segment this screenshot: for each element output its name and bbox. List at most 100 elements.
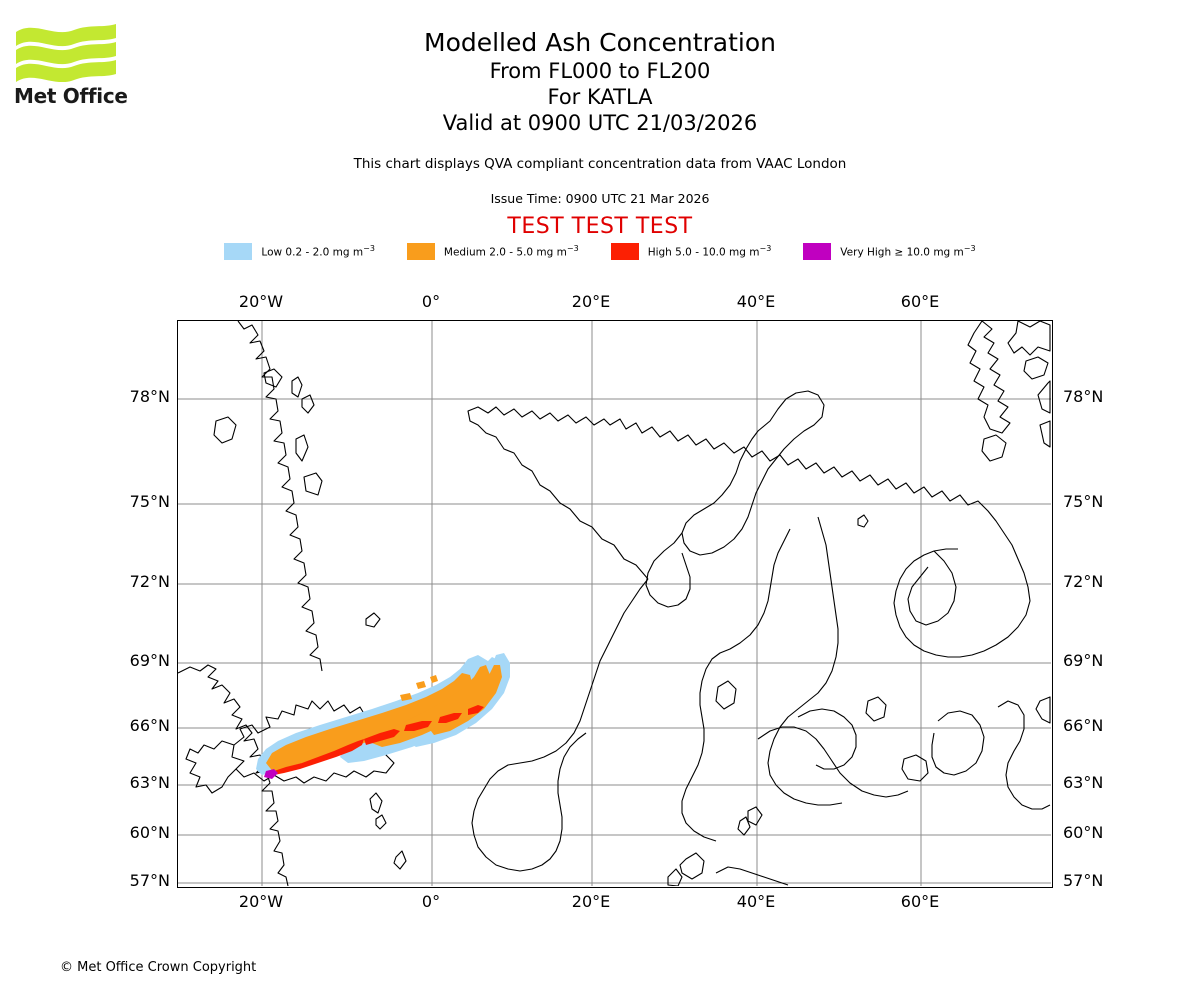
coastline-gyda (1035, 696, 1051, 724)
legend-medium-label: Medium 2.0 - 5.0 mg m−3 (443, 244, 579, 259)
coastlines (178, 321, 1051, 886)
lon-tick-20°W: 20°W (238, 292, 284, 311)
lat-tick-left-72°N: 72°N (129, 572, 170, 591)
coastline-greenland-peninsula (213, 416, 237, 444)
plume-layer-medium-north (372, 665, 490, 747)
lon-tick-20°E: 20°E (571, 892, 611, 911)
coastline-jan-mayen (365, 612, 381, 628)
coastline-scandinavia (467, 406, 1031, 658)
coastline-greenland-north (237, 321, 323, 672)
issue-time: Issue Time: 0900 UTC 21 Mar 2026 (490, 191, 710, 206)
legend-high: High 5.0 - 10.0 mg m−3 (610, 243, 772, 260)
coastline-finland-gulf (767, 516, 843, 806)
plume-layer-medium-speck-3 (400, 693, 412, 701)
lon-tick-0°: 0° (421, 292, 441, 311)
plume-layer-high (274, 739, 364, 775)
coastline-greenland-island-2 (301, 394, 315, 414)
lat-tick-left-69°N: 69°N (129, 651, 170, 670)
map-plot-area[interactable] (177, 320, 1053, 888)
title-line-3: For KATLA (547, 85, 653, 109)
met-office-wave-mark (16, 24, 116, 83)
lat-tick-left-60°N: 60°N (129, 823, 170, 842)
lat-tick-left-63°N: 63°N (129, 773, 170, 792)
lat-tick-right-75°N: 75°N (1063, 492, 1104, 511)
test-banner: TEST TEST TEST (507, 214, 693, 239)
lat-tick-right-72°N: 72°N (1063, 572, 1104, 591)
coastline-gotland (737, 816, 751, 836)
lat-tick-left-57°N: 57°N (129, 871, 170, 890)
lat-tick-left-66°N: 66°N (129, 716, 170, 735)
legend-medium: Medium 2.0 - 5.0 mg m−3 (406, 243, 579, 260)
lat-tick-right-57°N: 57°N (1063, 871, 1104, 890)
concentration-legend: Low 0.2 - 2.0 mg m−3 Medium 2.0 - 5.0 mg … (0, 243, 1200, 260)
coastline-bear-island (857, 514, 869, 528)
lat-tick-left-78°N: 78°N (129, 387, 170, 406)
lat-tick-right-69°N: 69°N (1063, 651, 1104, 670)
coastline-denmark-jutland (667, 868, 683, 886)
lon-tick-60°E: 60°E (900, 892, 940, 911)
legend-high-label: High 5.0 - 10.0 mg m−3 (647, 244, 772, 259)
lon-tick-20°E: 20°E (571, 292, 611, 311)
map-gridlines (178, 321, 1051, 886)
lon-tick-40°E: 40°E (736, 892, 776, 911)
coastline-lake-ladoga (901, 754, 929, 782)
coastline-norway-west (471, 578, 649, 872)
lat-tick-right-66°N: 66°N (1063, 716, 1104, 735)
lon-tick-60°E: 60°E (900, 292, 940, 311)
coastline-white-sea (907, 550, 957, 626)
plume-layer-medium-speck-1 (416, 681, 426, 689)
lat-tick-left-75°N: 75°N (129, 492, 170, 511)
coastline-baltic-islands (747, 806, 763, 826)
coastline-sweden-bothnia (681, 528, 791, 842)
coastline-russia-arctic (797, 708, 857, 770)
legend-low: Low 0.2 - 2.0 mg m−3 (224, 243, 375, 260)
title-line-2: From FL000 to FL200 (489, 59, 711, 83)
met-office-logo: Met Office (14, 22, 134, 112)
coastline-greenland-island-4 (303, 472, 323, 496)
page-title: Modelled Ash Concentration From FL000 to… (0, 28, 1200, 136)
coastline-svalbard (967, 321, 1051, 462)
copyright-notice: © Met Office Crown Copyright (60, 960, 257, 975)
coastline-ob-bay (997, 700, 1051, 810)
plume-layer-high-seg-4 (468, 705, 484, 715)
coastline-greenland (178, 664, 289, 886)
coastline-shetland (393, 850, 407, 870)
coastline-vaygach (715, 680, 737, 710)
lon-tick-40°E: 40°E (736, 292, 776, 311)
chart-subtitle: This chart displays QVA compliant concen… (353, 156, 847, 172)
coastline-faroe-islands-2 (375, 814, 387, 830)
legend-very-high-swatch (803, 243, 832, 260)
plume-layer-high-seg-1 (364, 729, 400, 745)
lon-tick-0°: 0° (421, 892, 441, 911)
legend-very-high-label: Very High ≥ 10.0 mg m−3 (840, 244, 976, 259)
coastline-iceland-fjords (185, 740, 237, 794)
plume-layer-high-seg-2 (404, 721, 432, 731)
legend-high-swatch (610, 243, 639, 260)
coastline-novaya-zemlya (681, 390, 825, 556)
coastline-greenland-island-3 (295, 434, 309, 462)
title-line-4: Valid at 0900 UTC 21/03/2026 (442, 111, 758, 135)
lat-tick-right-78°N: 78°N (1063, 387, 1104, 406)
coastline-denmark (679, 852, 705, 880)
coastline-greenland-island-1 (291, 376, 303, 398)
lon-tick-20°W: 20°W (238, 892, 284, 911)
map-canvas (178, 321, 1051, 886)
plume-layer-medium-speck-2 (430, 675, 438, 683)
legend-very-high: Very High ≥ 10.0 mg m−3 (803, 243, 976, 260)
coastline-yamal (931, 710, 985, 776)
coastline-baltic-south (715, 866, 789, 886)
coastline-novaya-zemlya-south (645, 532, 691, 608)
lat-tick-right-60°N: 60°N (1063, 823, 1104, 842)
met-office-logo-text: Met Office (14, 84, 128, 108)
title-line-1: Modelled Ash Concentration (424, 28, 776, 57)
coastline-kolguyev (865, 696, 887, 722)
legend-low-label: Low 0.2 - 2.0 mg m−3 (261, 244, 375, 259)
plume-layer-medium (266, 673, 472, 773)
coastline-greenland-inlets (263, 368, 283, 388)
coastline-russia-mainland (757, 726, 909, 798)
coastline-faroe-islands (369, 792, 383, 814)
plume-layer-high-seg-3 (438, 713, 462, 723)
lat-tick-right-63°N: 63°N (1063, 773, 1104, 792)
legend-low-swatch (224, 243, 253, 260)
legend-medium-swatch (406, 243, 435, 260)
